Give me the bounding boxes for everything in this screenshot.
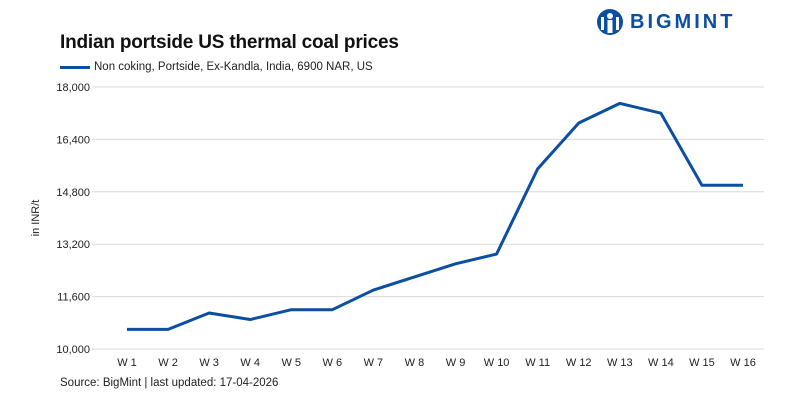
series-line [127, 101, 743, 331]
x-tick-label: W 10 [484, 357, 510, 369]
x-tick-label: W 9 [446, 357, 466, 369]
x-tick-label: W 4 [240, 357, 260, 369]
y-tick-label: 16,400 [56, 134, 90, 146]
source-note: Source: BigMint | last updated: 17-04-20… [60, 377, 279, 389]
bigmint-logo: BIGMINT [596, 8, 735, 36]
y-tick-label: 10,000 [56, 344, 90, 356]
x-tick-label: W 1 [117, 357, 137, 369]
y-tick-label: 13,200 [56, 239, 90, 251]
y-tick-label: 18,000 [56, 82, 90, 94]
x-tick-label: W 11 [525, 357, 550, 369]
y-tick-label: 11,600 [57, 292, 90, 304]
x-tick-label: W 8 [405, 357, 425, 369]
x-tick-label: W 15 [689, 357, 715, 369]
legend-label: Non coking, Portside, Ex-Kandla, India, … [94, 61, 373, 73]
y-tick-label: 14,800 [56, 187, 90, 199]
logo-icon [597, 9, 623, 35]
x-tick-label: W 2 [158, 357, 178, 369]
x-tick-label: W 5 [281, 357, 301, 369]
x-tick-label: W 16 [730, 357, 756, 369]
x-tick-label: W 14 [648, 357, 674, 369]
y-axis-label: in INR/t [30, 200, 42, 237]
legend-swatch [60, 65, 90, 69]
x-tick-label: W 13 [607, 357, 633, 369]
x-tick-label: W 12 [566, 357, 592, 369]
legend: Non coking, Portside, Ex-Kandla, India, … [60, 61, 373, 73]
x-tick-label: W 7 [364, 357, 384, 369]
x-tick-label: W 3 [199, 357, 219, 369]
chart-title: Indian portside US thermal coal prices [60, 32, 399, 53]
logo-text: BIGMINT [630, 10, 736, 33]
x-tick-label: W 6 [323, 357, 343, 369]
